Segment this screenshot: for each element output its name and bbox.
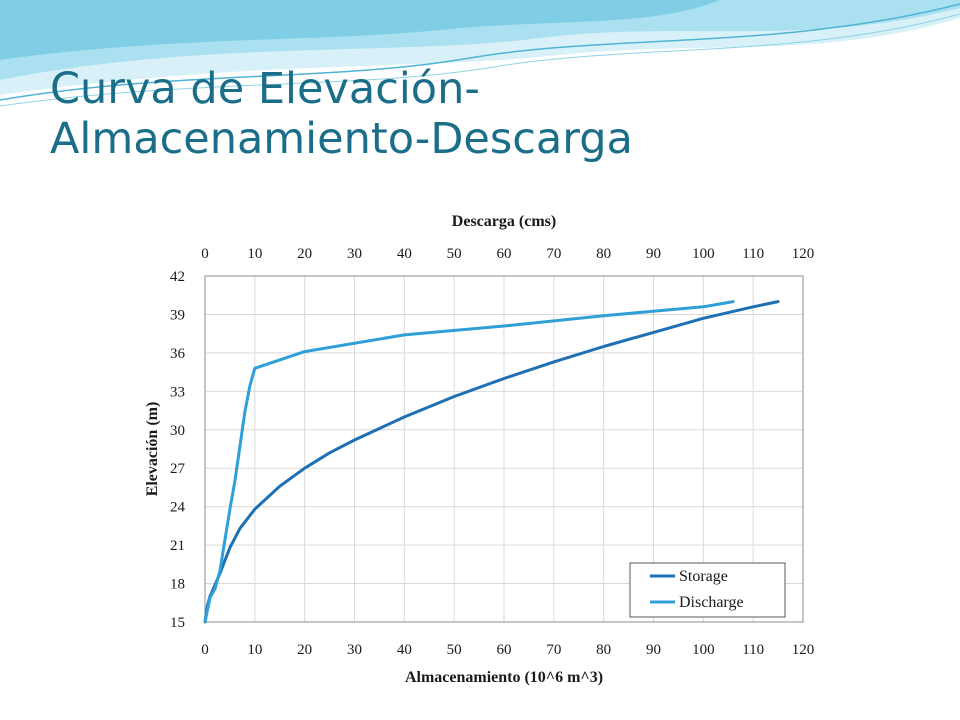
top-x-tick-label: 40 — [397, 246, 412, 262]
bottom-x-tick-label: 100 — [692, 642, 715, 658]
top-x-tick-label: 30 — [347, 246, 362, 262]
bottom-x-tick-label: 50 — [447, 642, 462, 658]
top-x-tick-label: 120 — [792, 246, 815, 262]
tick-labels: 0 0 10 10 20 20 30 30 40 40 50 50 60 60 70 70 80 80 90 90 10… — [170, 246, 814, 658]
top-x-tick-label: 60 — [497, 246, 512, 262]
bottom-x-tick-label: 110 — [742, 642, 764, 658]
top-axis-title: Descarga (cms) — [452, 213, 556, 230]
bottom-x-tick-label: 90 — [646, 642, 661, 658]
top-x-tick-label: 20 — [297, 246, 312, 262]
slide-title: Curva de Elevación- Almacenamiento-Desca… — [50, 64, 910, 164]
top-x-tick-label: 110 — [742, 246, 764, 262]
plot-frame — [204, 275, 804, 623]
bottom-x-tick-label: 40 — [397, 642, 412, 658]
y-tick-label: 30 — [170, 423, 185, 439]
bottom-x-tick-label: 10 — [247, 642, 262, 658]
top-x-tick-label: 10 — [247, 246, 262, 262]
bottom-x-tick-label: 60 — [497, 642, 512, 658]
top-x-tick-label: 70 — [546, 246, 561, 262]
y-tick-label: 42 — [170, 269, 185, 285]
bottom-x-tick-label: 70 — [546, 642, 561, 658]
bottom-x-tick-label: 20 — [297, 642, 312, 658]
y-tick-label: 27 — [170, 461, 186, 477]
y-axis-title: Elevación (m) — [144, 402, 161, 497]
legend-label-discharge: Discharge — [679, 594, 744, 611]
y-tick-label: 21 — [170, 538, 185, 554]
top-x-tick-label: 80 — [596, 246, 611, 262]
bottom-axis-title: Almacenamiento (10^6 m^3) — [405, 669, 603, 686]
bottom-x-tick-label: 30 — [347, 642, 362, 658]
chart-container: 0 0 10 10 20 20 30 30 40 40 50 50 60 60 70 70 80 80 90 90 10… — [120, 196, 832, 706]
elevation-storage-discharge-chart: 0 0 10 10 20 20 30 30 40 40 50 50 60 60 70 70 80 80 90 90 10… — [144, 213, 814, 686]
slide-title-line2: Almacenamiento-Descarga — [50, 114, 633, 164]
y-tick-label: 15 — [170, 615, 185, 631]
top-x-tick-label: 100 — [692, 246, 715, 262]
header-wave-decoration — [0, 0, 960, 107]
bottom-x-tick-label: 120 — [792, 642, 815, 658]
top-x-tick-label: 90 — [646, 246, 661, 262]
top-x-tick-label: 0 — [201, 246, 209, 262]
bottom-x-tick-label: 0 — [201, 642, 209, 658]
y-tick-label: 36 — [170, 346, 186, 362]
legend: Storage Discharge — [629, 562, 786, 618]
legend-label-storage: Storage — [679, 568, 728, 585]
y-tick-label: 39 — [170, 307, 185, 323]
series-lines — [203, 300, 780, 624]
series-line-discharge — [203, 300, 735, 624]
top-x-tick-label: 50 — [447, 246, 462, 262]
slide-title-line1: Curva de Elevación- — [50, 64, 480, 114]
bottom-x-tick-label: 80 — [596, 642, 611, 658]
legend-box — [629, 562, 786, 618]
y-tick-label: 24 — [170, 500, 186, 516]
y-tick-label: 33 — [170, 384, 185, 400]
y-tick-label: 18 — [170, 577, 185, 593]
